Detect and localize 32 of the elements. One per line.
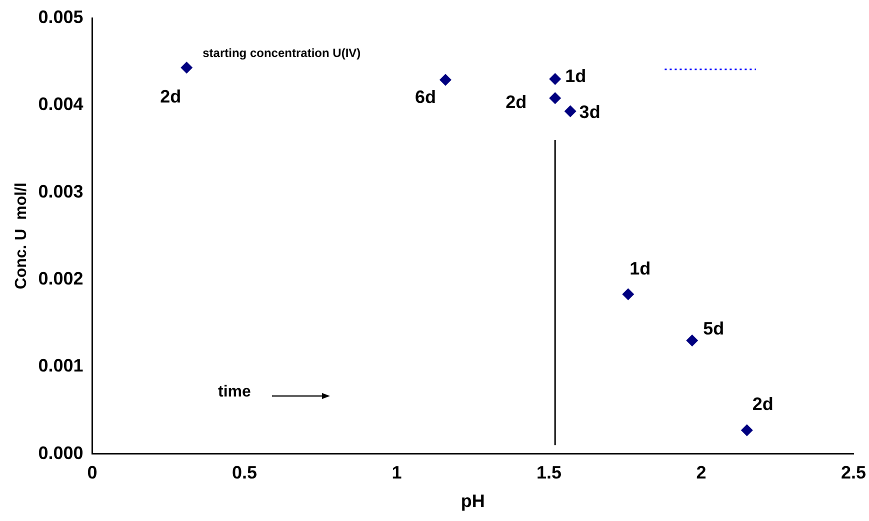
y-tick-label: 0.005 (38, 6, 84, 27)
point (180, 62, 193, 74)
y-axis-title: Conc. U mol/l (13, 182, 30, 290)
point (439, 74, 452, 86)
point (564, 105, 576, 118)
annotation: 2d (160, 86, 182, 107)
annotation: 2d (506, 92, 527, 112)
annotation: 3d (579, 102, 600, 122)
point (549, 92, 562, 104)
annotation: 2d (752, 394, 774, 414)
annotation: 6d (414, 86, 436, 107)
y-tick-label: 0.002 (38, 268, 84, 288)
annotation: 5d (703, 318, 724, 338)
y-tick-label: 0.003 (38, 181, 84, 202)
y-tick-label: 0.001 (38, 356, 84, 376)
point (686, 334, 698, 346)
point (622, 288, 634, 300)
annotation: 1d (630, 258, 651, 278)
x-axis-title: pH (460, 491, 485, 512)
x-tick-label: 2.5 (840, 462, 866, 483)
x-tick-label: 2 (696, 462, 706, 483)
x-tick-label: 1 (392, 462, 402, 483)
annotation: time (218, 383, 251, 400)
x-tick-label: 0.5 (232, 462, 258, 483)
y-tick-label: 0.000 (38, 442, 84, 463)
annotation: 1d (565, 66, 586, 86)
x-tick-label: 0 (87, 462, 98, 483)
annotation: starting concentration U(IV) (202, 46, 361, 60)
point (549, 73, 562, 86)
point (740, 424, 753, 436)
x-tick-label: 1.5 (536, 462, 562, 483)
y-tick-label: 0.004 (38, 94, 84, 114)
